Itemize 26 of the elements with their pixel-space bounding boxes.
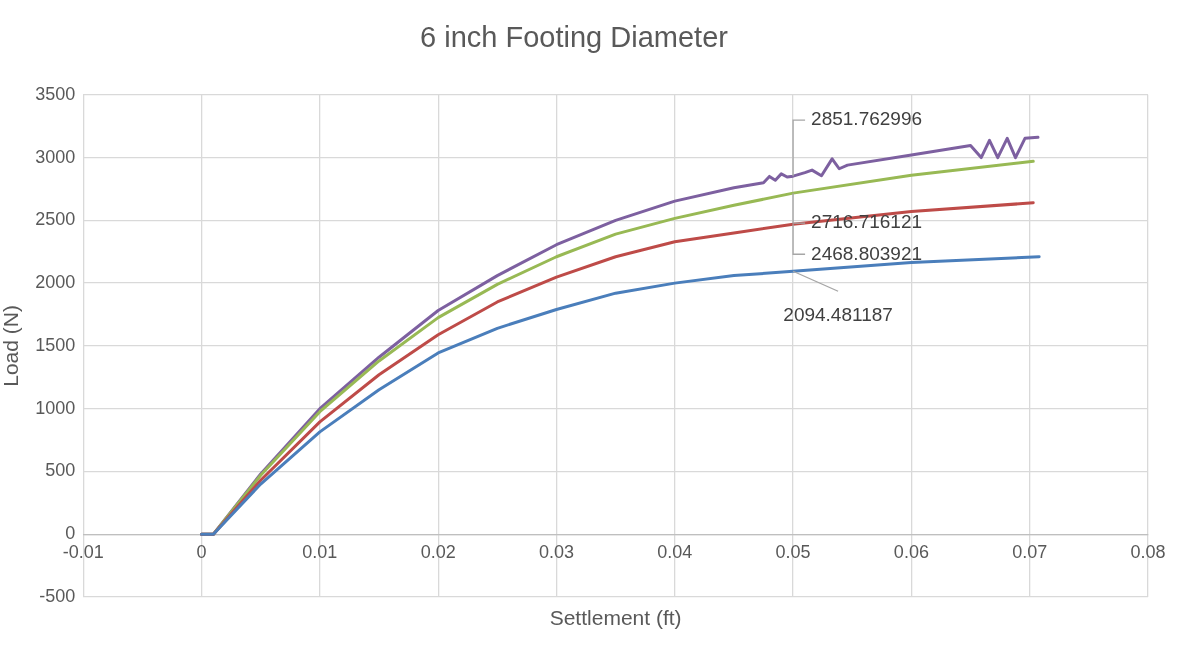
- y-tick-label: -500: [39, 585, 76, 606]
- x-tick-label: 0: [196, 541, 207, 562]
- data-label: 2468.803921: [811, 242, 923, 264]
- x-tick-label: 0.08: [1130, 541, 1166, 562]
- x-tick-label: 0.07: [1012, 541, 1048, 562]
- x-axis-title: Settlement (ft): [549, 605, 682, 629]
- y-axis-title: Load (N): [0, 305, 23, 387]
- x-tick-label: -0.01: [62, 541, 104, 562]
- y-tick-label: 1000: [35, 397, 76, 418]
- data-label: 2851.762996: [811, 108, 923, 130]
- x-tick-label: 0.05: [775, 541, 811, 562]
- data-label: 2716.716121: [811, 211, 923, 233]
- y-tick-label: 2500: [35, 209, 76, 230]
- x-tick-label: 0.04: [657, 541, 693, 562]
- x-tick-label: 0.01: [302, 541, 338, 562]
- x-tick-label: 0.02: [420, 541, 456, 562]
- x-tick-label: 0.06: [893, 541, 929, 562]
- y-tick-label: 1500: [35, 334, 76, 355]
- y-tick-label: 3500: [35, 83, 76, 104]
- y-tick-label: 3000: [35, 146, 76, 167]
- y-tick-label: 2000: [35, 272, 76, 293]
- data-label: 2094.481187: [783, 304, 893, 326]
- chart-title: 6 inch Footing Diameter: [420, 21, 729, 54]
- x-tick-label: 0.03: [538, 541, 574, 562]
- y-tick-label: 500: [45, 460, 76, 481]
- y-tick-label: 0: [65, 523, 76, 544]
